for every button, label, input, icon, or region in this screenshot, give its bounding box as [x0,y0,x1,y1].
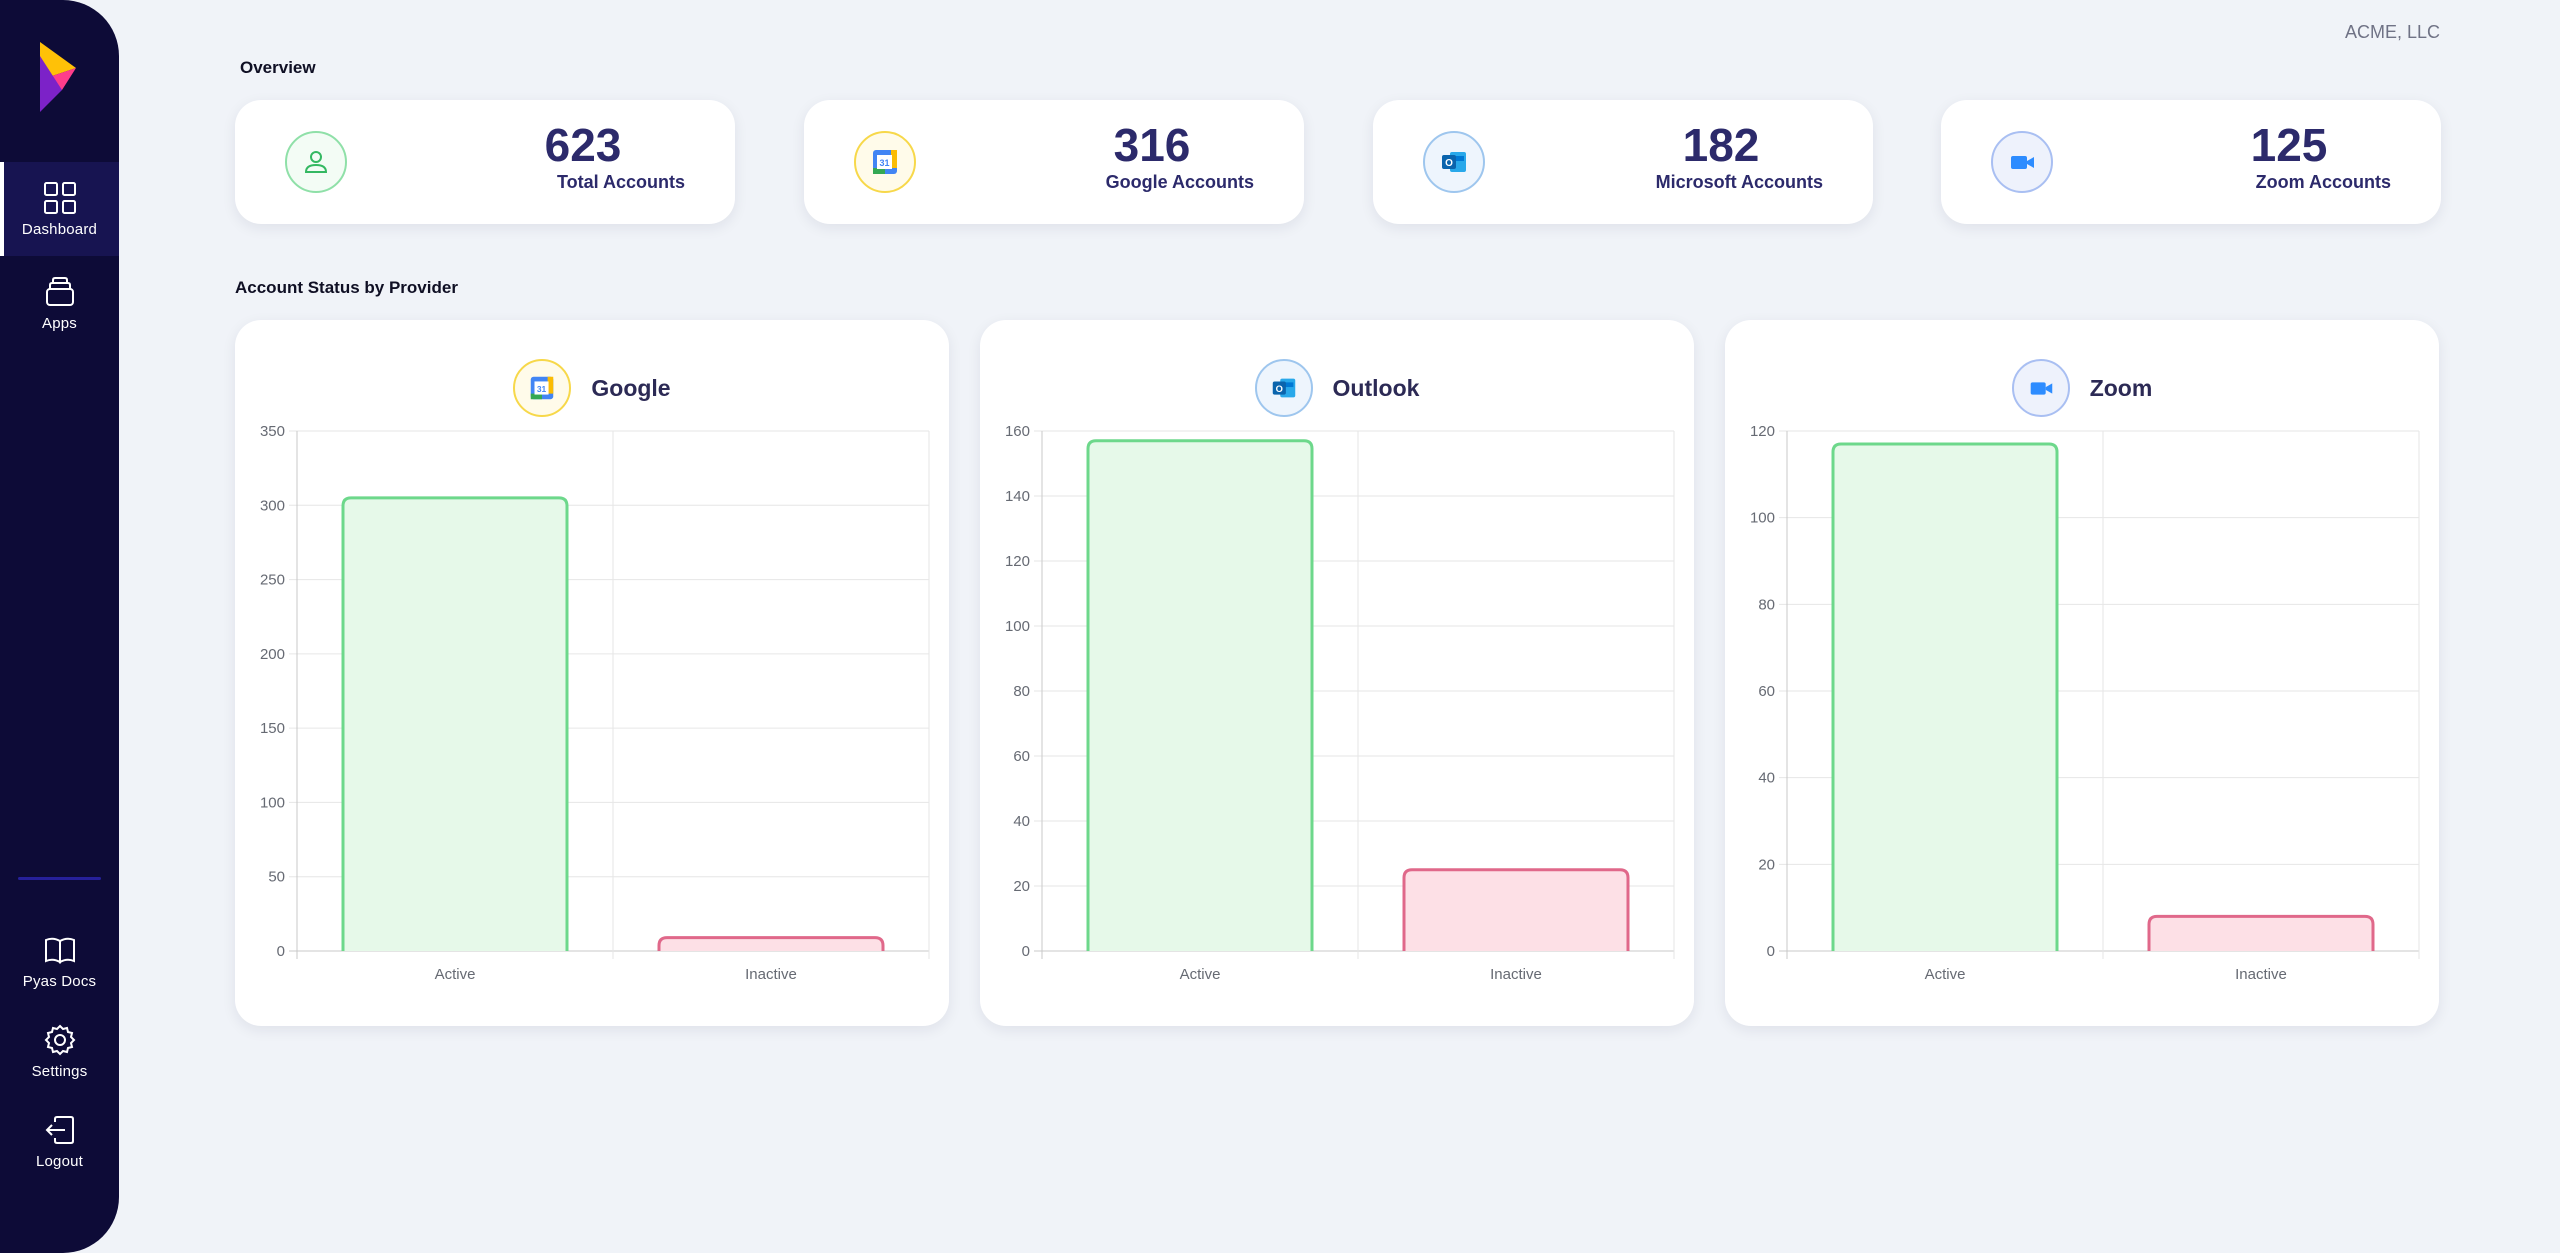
chart-title: Zoom [2089,374,2153,401]
bar-active [1831,442,2059,951]
nav-logout-label: Logout [35,1152,84,1170]
y-tick-label: 80 [1013,683,1030,700]
chart-zoom: 0 20 40 60 80 100 120 Active Inactive [1750,423,2420,983]
book-icon [44,937,75,964]
bar-inactive [2147,914,2375,951]
y-tick-label: 0 [277,943,285,960]
y-tick-label: 20 [1013,878,1030,895]
apps-icon [45,276,74,306]
y-tick-label: 60 [1013,748,1030,765]
nav-pyas-docs-label: Pyas Docs [22,972,97,990]
stat-value: 623 [544,119,622,171]
y-tick-label: 250 [260,572,285,589]
nav-dashboard-label: Dashboard [21,220,98,238]
x-tick-label: Active [1925,966,1966,983]
google-calendar-icon: 31 [854,131,916,193]
y-tick-label: 120 [1750,423,1775,440]
x-tick-label: Inactive [2235,966,2287,983]
chart-outlook: 0 20 40 60 80 100 120 140 160 Active Inactive [1005,423,1675,983]
bar-active [341,496,569,951]
stat-card-microsoft: O 182 Microsoft Accounts [1373,100,1873,224]
stat-value: 182 [1682,119,1760,171]
nav-settings[interactable]: Settings [0,1004,119,1098]
stat-value: 316 [1113,119,1191,171]
svg-text:O: O [1445,158,1453,169]
stat-label: Total Accounts [556,172,685,192]
nav-logout[interactable]: Logout [0,1094,119,1188]
y-tick-label: 100 [1005,618,1030,635]
chart-header: O Outlook [980,358,1694,418]
svg-text:31: 31 [537,384,547,394]
outlook-icon: O [1423,131,1485,193]
y-tick-label: 60 [1758,683,1775,700]
org-name: ACME, LLC [2344,22,2440,42]
chart-header: Zoom [1725,358,2439,418]
y-tick-label: 0 [1767,943,1775,960]
chart-title: Outlook [1332,374,1420,401]
zoom-icon [1991,131,2053,193]
y-tick-label: 120 [1005,553,1030,570]
y-tick-label: 40 [1013,813,1030,830]
svg-text:O: O [1275,384,1282,394]
gear-icon [44,1024,75,1055]
stat-label: Microsoft Accounts [1655,172,1823,192]
svg-text:31: 31 [879,158,889,168]
chart-google: 0 50 100 150 200 250 300 350 Active Inactive [260,423,930,983]
y-tick-label: 160 [1005,423,1030,440]
y-tick-label: 40 [1758,770,1775,787]
x-tick-label: Active [1180,966,1221,983]
chart-card-outlook: 0 20 40 60 80 100 120 140 160 Active Inactive O Ou… [980,320,1694,1026]
y-tick-label: 100 [1750,510,1775,527]
nav-apps-label: Apps [42,314,77,332]
x-tick-label: Inactive [1490,966,1542,983]
zoom-icon [2011,359,2070,417]
stat-card-google: 31 316 Google Accounts [804,100,1304,224]
stat-value: 125 [2250,119,2328,171]
y-tick-label: 20 [1758,856,1775,873]
y-tick-label: 350 [260,423,285,440]
y-tick-label: 80 [1758,596,1775,613]
bar-inactive [657,936,885,951]
y-tick-label: 300 [260,497,285,514]
dashboard-icon [43,181,76,214]
sidebar-divider [18,877,101,880]
x-tick-label: Inactive [745,966,797,983]
brand-logo[interactable] [36,42,80,112]
bar-inactive [1402,868,1630,951]
chart-card-zoom: 0 20 40 60 80 100 120 Active Inactive Zoom [1725,320,2439,1026]
nav-dashboard[interactable]: Dashboard [0,162,119,256]
logout-icon [45,1115,74,1144]
sidebar: Dashboard Apps Pyas Docs Settings Logout [0,0,119,1253]
chart-title: Google [591,374,671,401]
stat-card-zoom: 125 Zoom Accounts [1941,100,2441,224]
status-title: Account Status by Provider [235,278,458,297]
overview-title: Overview [240,58,316,77]
y-tick-label: 140 [1005,488,1030,505]
google-calendar-icon: 31 [513,359,572,417]
nav-pyas-docs[interactable]: Pyas Docs [0,914,119,1008]
y-tick-label: 100 [260,794,285,811]
chart-card-google: 0 50 100 150 200 250 300 350 Active Inactive 31 G… [235,320,949,1026]
stat-card-total: 623 Total Accounts [235,100,735,224]
y-tick-label: 50 [268,869,285,886]
users-icon [285,131,347,193]
y-tick-label: 200 [260,646,285,663]
chart-header: 31 Google [235,358,949,418]
stat-label: Google Accounts [1105,172,1254,192]
nav-settings-label: Settings [31,1062,88,1080]
bar-active [1086,439,1314,951]
outlook-icon: O [1254,359,1313,417]
y-tick-label: 150 [260,720,285,737]
nav-apps[interactable]: Apps [0,256,119,350]
stat-label: Zoom Accounts [2255,172,2391,192]
y-tick-label: 0 [1022,943,1030,960]
x-tick-label: Active [435,966,476,983]
